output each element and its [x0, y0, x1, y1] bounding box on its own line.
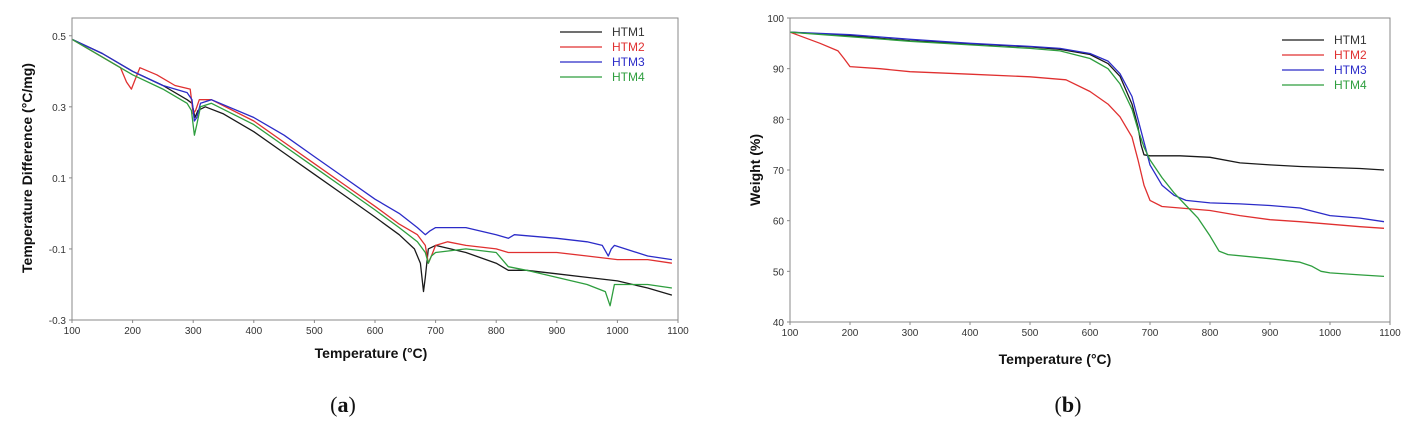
panel-b-plot-frame — [789, 17, 1391, 323]
panel-a-y-tick-label: -0.3 — [49, 316, 67, 327]
panel-b-y-tick-label: 40 — [773, 318, 785, 329]
panel-b-y-axis-title: Weight (%) — [747, 134, 763, 206]
panel-a-x-tick-label: 500 — [306, 326, 323, 337]
panel-b-y-tick-label: 60 — [773, 217, 785, 228]
panel-a-plot-frame — [71, 17, 679, 321]
panel-b-x-tick-label: 400 — [962, 328, 979, 339]
panel-b-ticks: 100 200 300 400 500 600 700 800 900 1000 1100 40 50 6… — [767, 14, 1401, 339]
panel-a-y-tick-label: -0.1 — [49, 245, 67, 256]
panel-b-legend-label-htm2: HTM2 — [1334, 48, 1367, 62]
panel-b-caption-letter: b — [1062, 392, 1074, 417]
panel-b-y-tick-label: 80 — [773, 115, 785, 126]
panel-b-legend-label-htm4: HTM4 — [1334, 78, 1367, 92]
panel-a-legend-label-htm4: HTM4 — [612, 70, 645, 84]
panel-a-legend-label-htm1: HTM1 — [612, 25, 645, 39]
panel-b-x-tick-label: 1100 — [1379, 328, 1401, 339]
panel-a-x-tick-label: 600 — [367, 326, 384, 337]
panel-b-y-tick-label: 50 — [773, 267, 785, 278]
panel-a-caption-letter: a — [338, 392, 349, 417]
panel-a-y-tick-label: 0.5 — [52, 32, 66, 43]
panel-b-x-tick-label: 500 — [1022, 328, 1039, 339]
panel-b-caption: (b) — [1055, 392, 1082, 417]
panel-b-legend-label-htm1: HTM1 — [1334, 33, 1367, 47]
panel-b-y-tick-label: 90 — [773, 65, 785, 76]
panel-a-y-tick-label: 0.3 — [52, 103, 66, 114]
panel-a-series-line-htm4 — [71, 38, 672, 307]
panel-b-legend-label-htm3: HTM3 — [1334, 63, 1367, 77]
panel-a-series-lines — [71, 38, 673, 307]
panel-a-series-line-htm2 — [71, 38, 672, 264]
panel-b-x-tick-label: 800 — [1202, 328, 1219, 339]
panel-a-chart: 100 200 300 400 500 600 700 800 900 1000 1100 -0.3 -… — [19, 17, 689, 361]
panel-a-x-tick-label: 300 — [185, 326, 202, 337]
panel-b-x-tick-label: 700 — [1142, 328, 1159, 339]
panel-a-x-tick-label: 200 — [124, 326, 141, 337]
panel-b-x-tick-label: 300 — [902, 328, 919, 339]
panel-b-y-tick-label: 100 — [767, 14, 784, 25]
panel-b-chart: 100 200 300 400 500 600 700 800 900 1000 1100 40 50 6… — [747, 14, 1401, 367]
panel-a-x-tick-label: 400 — [245, 326, 262, 337]
panel-a-ticks: 100 200 300 400 500 600 700 800 900 1000 1100 -0.3 -… — [49, 32, 689, 337]
panel-a-x-tick-label: 100 — [64, 326, 81, 337]
panel-b-y-tick-label: 70 — [773, 166, 785, 177]
panel-a-series-line-htm3 — [71, 38, 672, 261]
panel-a-x-axis-title: Temperature (°C) — [315, 345, 428, 361]
panel-a-legend-label-htm2: HTM2 — [612, 40, 645, 54]
panel-a-y-axis-title: Temperature Difference (°C/mg) — [19, 63, 35, 273]
panel-b-series-line-htm2 — [789, 31, 1385, 229]
panel-b-series-line-htm4 — [789, 31, 1385, 278]
panel-a-x-tick-label: 1100 — [667, 326, 689, 337]
panel-a-x-tick-label: 800 — [488, 326, 505, 337]
panel-a-legend-label-htm3: HTM3 — [612, 55, 645, 69]
panel-b-x-tick-label: 200 — [842, 328, 859, 339]
panel-a-caption: (a) — [330, 392, 356, 417]
panel-a-y-tick-label: 0.1 — [52, 174, 66, 185]
panel-b-series-line-htm3 — [789, 31, 1385, 223]
panel-b-x-tick-label: 1000 — [1319, 328, 1342, 339]
panel-a-x-tick-label: 1000 — [606, 326, 629, 337]
panel-b-x-tick-label: 100 — [782, 328, 799, 339]
panel-b-x-tick-label: 900 — [1262, 328, 1279, 339]
panel-b-x-tick-label: 600 — [1082, 328, 1099, 339]
panel-a-x-tick-label: 900 — [548, 326, 565, 337]
panel-b-series-lines — [789, 31, 1385, 278]
panel-b-x-axis-title: Temperature (°C) — [999, 351, 1112, 367]
panel-a-x-tick-label: 700 — [427, 326, 444, 337]
